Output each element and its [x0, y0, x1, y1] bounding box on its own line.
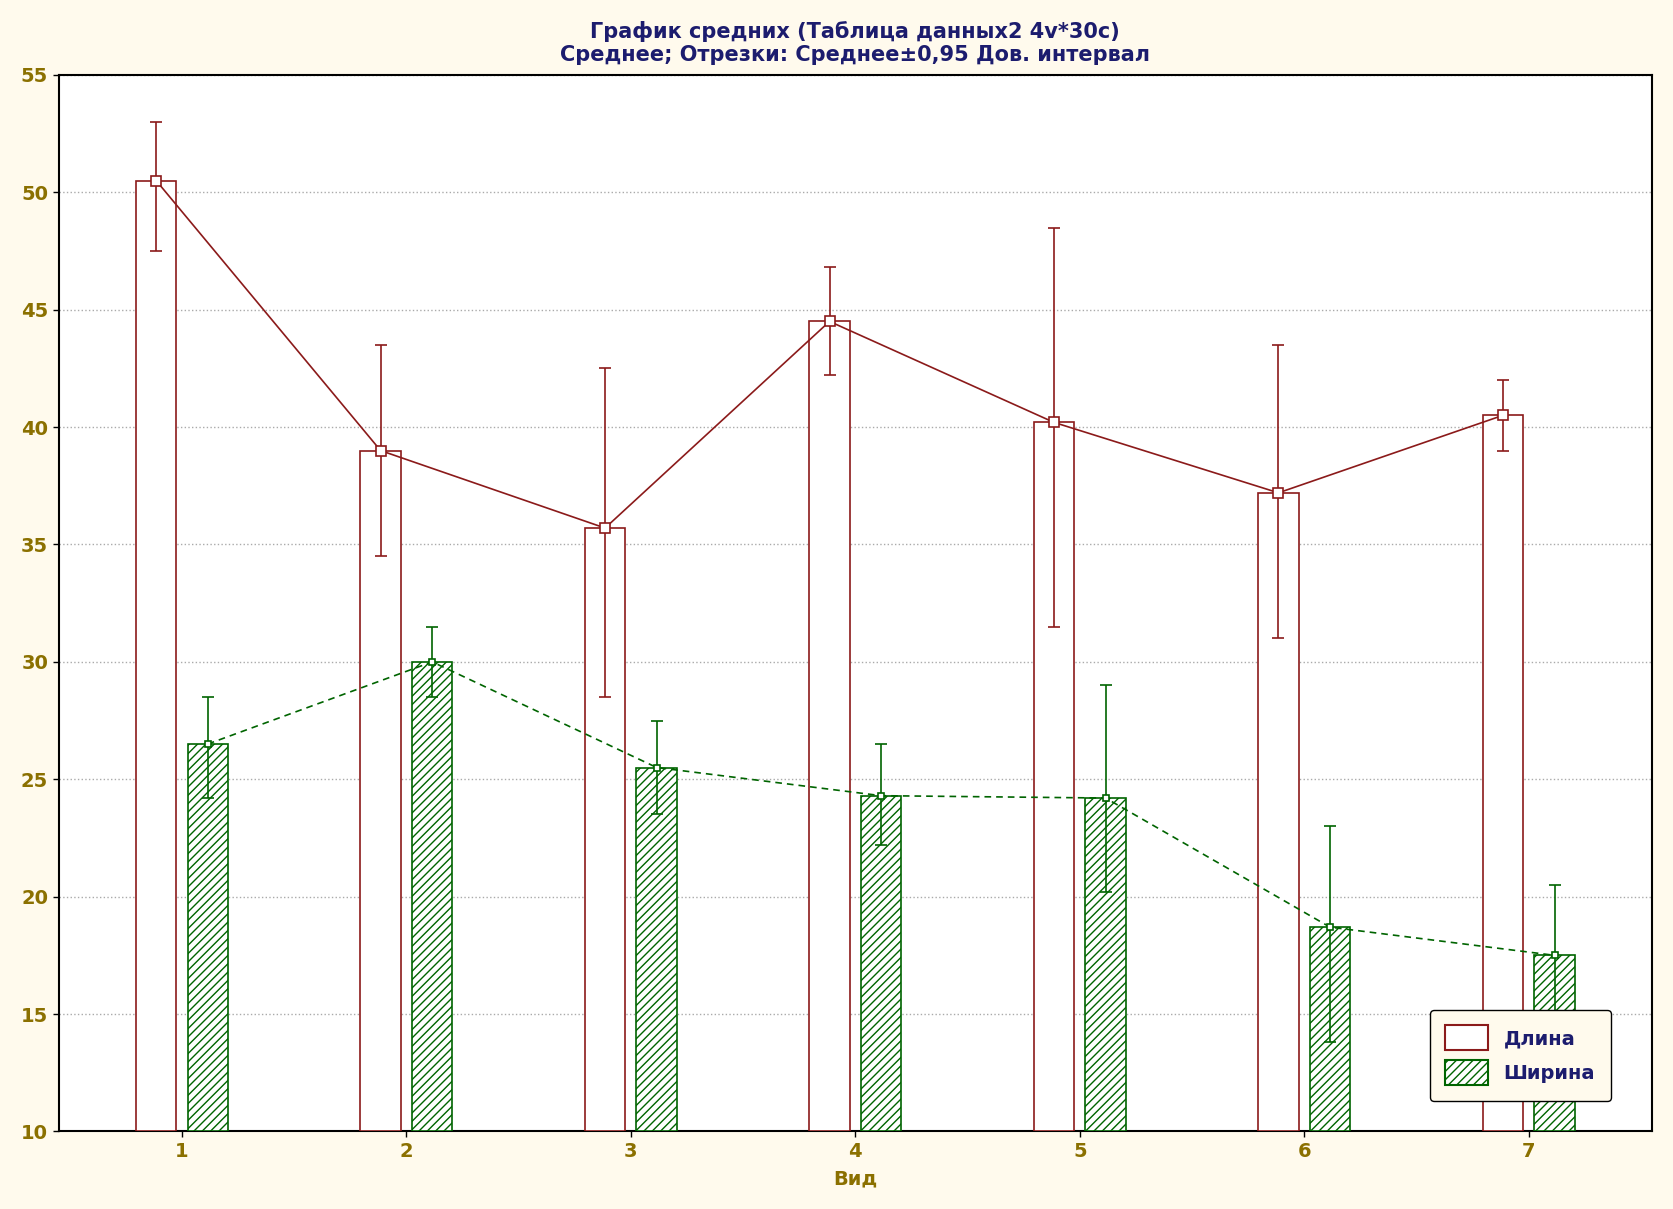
- Bar: [187, 744, 228, 1132]
- Bar: [412, 661, 452, 1132]
- Bar: [1534, 955, 1574, 1132]
- Title: График средних (Таблица данных2 4v*30c)
Среднее; Отрезки: Среднее±0,95 Дов. инте: График средних (Таблица данных2 4v*30c) …: [560, 21, 1151, 65]
- Legend: Длина, Ширина: Длина, Ширина: [1430, 1010, 1611, 1100]
- Bar: [636, 768, 678, 1132]
- Bar: [1482, 416, 1522, 1132]
- Bar: [862, 796, 902, 1132]
- X-axis label: Вид: Вид: [833, 1169, 877, 1188]
- Bar: [1258, 493, 1298, 1132]
- Bar: [810, 322, 850, 1132]
- Bar: [360, 451, 402, 1132]
- Bar: [1034, 422, 1074, 1132]
- Bar: [1086, 798, 1126, 1132]
- Bar: [586, 528, 626, 1132]
- Bar: [1310, 927, 1350, 1132]
- Bar: [136, 180, 176, 1132]
